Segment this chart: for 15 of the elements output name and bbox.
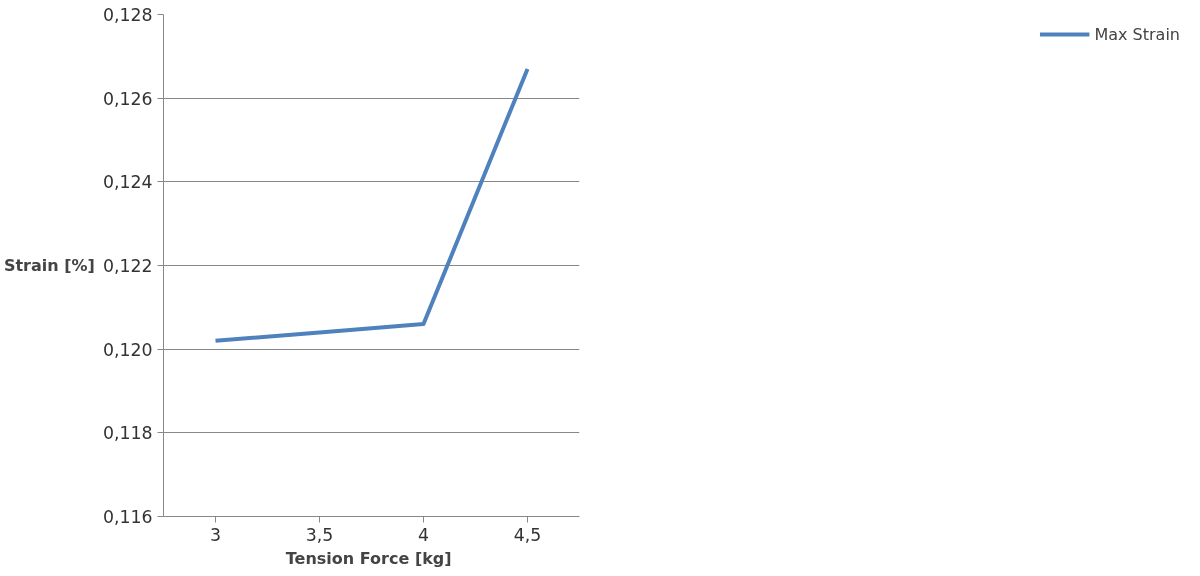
- y-axis-title: Strain [%]: [3, 256, 95, 275]
- y-tick-label: 0,116: [102, 507, 153, 527]
- x-tick-label: 3: [209, 524, 222, 545]
- y-tick-label: 0,126: [102, 88, 153, 109]
- y-tick-label: 0,128: [102, 5, 153, 25]
- line-series: [213, 66, 530, 343]
- legend-label: Max Strain: [1094, 24, 1180, 44]
- y-tick-label: 0,124: [102, 172, 153, 193]
- x-axis-title: Tension Force [kg]: [285, 548, 452, 568]
- y-tick-label: 0,120: [102, 339, 153, 360]
- x-tick-label: 3,5: [305, 524, 334, 545]
- x-tick-label: 4,5: [513, 524, 542, 545]
- x-tick-label: 4: [417, 524, 430, 545]
- y-tick-label: 0,122: [102, 256, 153, 276]
- y-tick-label: 0,118: [102, 423, 153, 444]
